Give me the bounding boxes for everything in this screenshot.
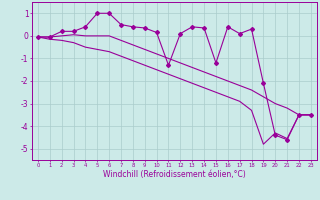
X-axis label: Windchill (Refroidissement éolien,°C): Windchill (Refroidissement éolien,°C) [103, 170, 246, 179]
